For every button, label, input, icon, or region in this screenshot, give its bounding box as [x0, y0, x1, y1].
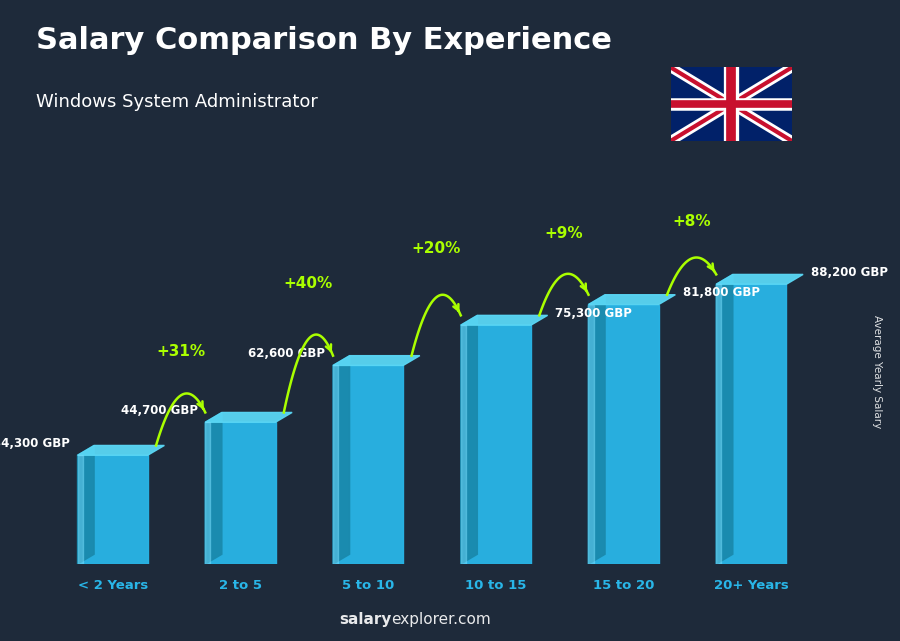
Polygon shape	[461, 325, 531, 564]
Text: +40%: +40%	[284, 276, 333, 291]
Polygon shape	[205, 412, 222, 564]
Text: Average Yearly Salary: Average Yearly Salary	[872, 315, 883, 428]
Polygon shape	[333, 365, 338, 564]
Polygon shape	[716, 284, 787, 564]
Polygon shape	[333, 356, 349, 564]
Text: < 2 Years: < 2 Years	[77, 579, 148, 592]
Polygon shape	[716, 274, 733, 564]
Polygon shape	[77, 455, 148, 564]
Text: 34,300 GBP: 34,300 GBP	[0, 437, 70, 450]
Polygon shape	[333, 365, 403, 564]
Text: +8%: +8%	[672, 214, 711, 229]
Text: 5 to 10: 5 to 10	[342, 579, 394, 592]
Text: Salary Comparison By Experience: Salary Comparison By Experience	[36, 26, 612, 54]
Polygon shape	[589, 295, 675, 304]
Polygon shape	[77, 445, 165, 455]
Polygon shape	[77, 445, 94, 564]
Text: 2 to 5: 2 to 5	[219, 579, 262, 592]
Polygon shape	[77, 455, 83, 564]
Polygon shape	[333, 356, 420, 365]
Text: +31%: +31%	[156, 344, 205, 359]
Polygon shape	[461, 325, 466, 564]
Polygon shape	[716, 284, 721, 564]
Polygon shape	[461, 315, 477, 564]
Text: +20%: +20%	[411, 241, 461, 256]
Text: explorer.com: explorer.com	[392, 612, 491, 627]
Text: 75,300 GBP: 75,300 GBP	[555, 307, 632, 320]
Text: 81,800 GBP: 81,800 GBP	[683, 287, 760, 299]
Text: +9%: +9%	[544, 226, 583, 241]
Polygon shape	[716, 274, 803, 284]
Text: salary: salary	[339, 612, 392, 627]
Polygon shape	[461, 315, 547, 325]
Polygon shape	[589, 295, 605, 564]
Text: 15 to 20: 15 to 20	[593, 579, 654, 592]
Text: 10 to 15: 10 to 15	[465, 579, 526, 592]
Text: Windows System Administrator: Windows System Administrator	[36, 93, 318, 111]
Text: 88,200 GBP: 88,200 GBP	[811, 266, 887, 279]
Polygon shape	[589, 304, 659, 564]
Polygon shape	[205, 422, 275, 564]
Text: 20+ Years: 20+ Years	[714, 579, 788, 592]
Polygon shape	[205, 412, 292, 422]
Text: 44,700 GBP: 44,700 GBP	[121, 404, 198, 417]
Text: 62,600 GBP: 62,600 GBP	[248, 347, 325, 360]
Polygon shape	[205, 422, 211, 564]
Polygon shape	[589, 304, 594, 564]
